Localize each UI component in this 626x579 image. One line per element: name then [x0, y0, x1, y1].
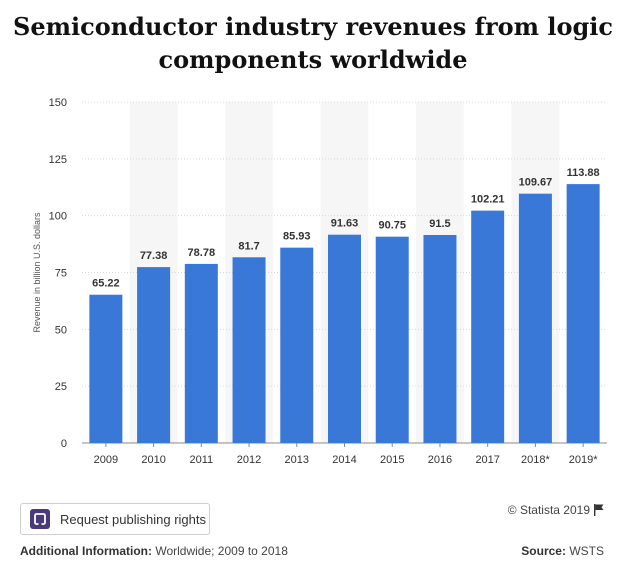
data-label: 102.21: [471, 194, 505, 206]
bar: [328, 234, 361, 443]
source-label: Source:: [521, 544, 566, 558]
data-label: 91.63: [331, 218, 359, 230]
chart-title-line1: Semiconductor industry revenues from log…: [13, 12, 613, 41]
y-tick-label: 150: [49, 97, 67, 109]
request-publishing-rights-button[interactable]: Request publishing rights: [20, 503, 210, 535]
bar: [89, 294, 123, 443]
bar: [471, 210, 505, 443]
publish-icon: [30, 509, 50, 529]
bar: [375, 236, 409, 443]
additional-information: Additional Information: Worldwide; 2009 …: [20, 544, 288, 558]
bar: [566, 184, 600, 443]
publish-button-label: Request publishing rights: [60, 511, 206, 527]
x-tick-label: 2017: [475, 454, 499, 466]
chart-title: Semiconductor industry revenues from log…: [0, 10, 626, 76]
bar: [518, 193, 552, 443]
bar: [232, 257, 266, 443]
y-tick-label: 50: [55, 324, 67, 336]
y-tick-label: 0: [61, 438, 67, 450]
data-label: 91.5: [429, 218, 450, 230]
data-label: 109.67: [519, 177, 553, 189]
y-tick-label: 125: [49, 154, 67, 166]
bar-chart: 0 25 50 75 100 125 150 65.22 2009 77.38 2010 78.78 2…: [32, 97, 607, 466]
data-label: 113.88: [567, 167, 600, 179]
bar: [184, 263, 218, 443]
data-label: 81.7: [238, 240, 259, 252]
y-axis-title: Revenue in billion U.S. dollars: [32, 212, 42, 333]
x-tick-label: 2009: [94, 454, 118, 466]
x-tick-label: 2012: [237, 454, 261, 466]
bar: [280, 247, 314, 443]
copyright-text: © Statista 2019: [507, 503, 590, 517]
bar: [423, 234, 457, 443]
bar: [137, 267, 171, 443]
x-tick-label: 2014: [332, 454, 356, 466]
x-tick-label: 2015: [380, 454, 404, 466]
data-label: 77.38: [140, 250, 168, 262]
data-label: 78.78: [188, 247, 216, 259]
x-tick-label: 2019*: [569, 454, 598, 466]
y-tick-label: 100: [49, 211, 67, 223]
additional-info-label: Additional Information:: [20, 544, 152, 558]
y-tick-label: 75: [55, 268, 67, 280]
source-value: WSTS: [569, 544, 604, 558]
source: Source: WSTS: [521, 544, 604, 558]
data-label: 65.22: [92, 278, 120, 290]
data-label: 85.93: [283, 231, 311, 243]
x-tick-label: 2010: [141, 454, 165, 466]
additional-info-value: Worldwide; 2009 to 2018: [155, 544, 288, 558]
x-tick-label: 2016: [428, 454, 452, 466]
flag-icon[interactable]: [594, 504, 604, 516]
x-tick-label: 2011: [189, 454, 213, 466]
copyright: © Statista 2019: [508, 503, 604, 517]
data-label: 90.75: [378, 220, 406, 232]
x-tick-label: 2013: [285, 454, 309, 466]
y-tick-label: 25: [55, 381, 67, 393]
x-tick-label: 2018*: [521, 454, 550, 466]
chart-title-line2: components worldwide: [158, 45, 468, 74]
